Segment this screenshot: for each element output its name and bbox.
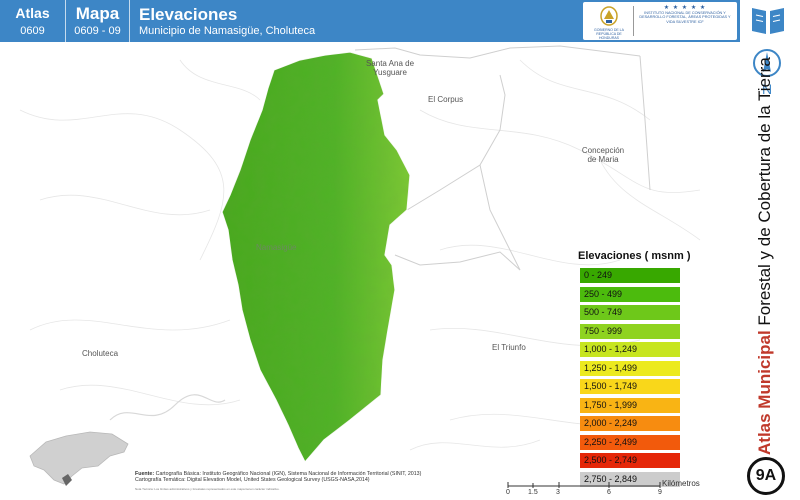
legend-item: 0 - 249 bbox=[578, 268, 738, 284]
elevation-legend: Elevaciones ( msnm ) 0 - 249 250 - 499 500… bbox=[578, 250, 738, 490]
legend-label: 1,500 - 1,749 bbox=[584, 381, 638, 391]
scale-tick: 6 bbox=[607, 489, 611, 496]
page-title: Elevaciones bbox=[139, 5, 238, 24]
stars-icon: ★ ★ ★ ★ ★ bbox=[663, 5, 707, 11]
municipio-polygon bbox=[221, 51, 411, 464]
honduras-inset-map bbox=[29, 431, 129, 486]
legend-swatch bbox=[580, 305, 680, 320]
logos-panel: GOBIERNO DE LA REPÚBLICA DE HONDURAS ★ ★… bbox=[583, 2, 737, 40]
legend-item: 1,750 - 1,999 bbox=[578, 397, 738, 414]
legend-item: 2,750 - 2,849 bbox=[578, 471, 738, 488]
legend-swatch bbox=[580, 471, 680, 487]
scale-tick: 0 bbox=[506, 489, 510, 496]
header-bar: Atlas 0609 Mapa 0609 - 09 Elevaciones Mu… bbox=[0, 0, 740, 42]
legend-item: 750 - 999 bbox=[578, 323, 738, 340]
river-line bbox=[109, 394, 226, 421]
legend-swatch bbox=[580, 416, 680, 431]
legend-swatch bbox=[580, 323, 680, 339]
legend-label: 2,000 - 2,249 bbox=[584, 418, 638, 428]
gobierno-logo-text: GOBIERNO DE LA REPÚBLICA DE HONDURAS bbox=[594, 28, 624, 40]
technical-note: Nota Técnica: Los límites administrativo… bbox=[135, 487, 280, 491]
municipal-boundaries bbox=[354, 45, 651, 271]
map-svg bbox=[19, 45, 701, 464]
north-arrow-icon: N bbox=[753, 49, 781, 97]
map-canvas[interactable]: Santa Ana de Yusguare El Corpus Concepci… bbox=[0, 42, 740, 500]
legend-item: 250 - 499 bbox=[578, 286, 738, 303]
source-label: Fuente: bbox=[135, 471, 155, 477]
legend-item: 2,250 - 2,499 bbox=[578, 434, 738, 451]
legend-label: 2,750 - 2,849 bbox=[584, 473, 638, 484]
atlas-label: Atlas bbox=[15, 5, 50, 21]
source-text: Fuente: Cartografía Básica: Instituto Ge… bbox=[135, 471, 465, 483]
open-book-icon bbox=[752, 8, 784, 34]
page-subtitle: Municipio de Namasigüe, Choluteca bbox=[139, 25, 316, 37]
legend-rows: 0 - 249 250 - 499 500 - 749 750 - 999 1,000 … bbox=[578, 268, 738, 488]
legend-swatch bbox=[580, 342, 680, 357]
logo-divider bbox=[633, 6, 634, 36]
place-namasigue: Namasigüe bbox=[256, 243, 297, 252]
atlas-code: 0609 bbox=[20, 25, 45, 37]
legend-label: 750 - 999 bbox=[584, 325, 623, 336]
legend-title: Elevaciones ( msnm ) bbox=[578, 250, 691, 262]
legend-label: 1,000 - 1,249 bbox=[584, 344, 638, 354]
place-el-corpus: El Corpus bbox=[428, 95, 464, 104]
legend-swatch bbox=[580, 286, 680, 302]
source-line-2: Cartografía Temática: Digital Elevation … bbox=[135, 477, 370, 483]
scale-unit: Kilómetros bbox=[662, 479, 700, 488]
scale-bar bbox=[507, 482, 661, 488]
icf-logo: ★ ★ ★ ★ ★ INSTITUTO NACIONAL DE CONSERVA… bbox=[637, 4, 733, 38]
mapa-code: 0609 - 09 bbox=[74, 25, 121, 37]
scale-tick: 3 bbox=[556, 489, 560, 496]
legend-swatch bbox=[580, 453, 680, 468]
place-concepcion: Concepción de Maria bbox=[581, 146, 625, 164]
legend-swatch bbox=[580, 397, 680, 413]
legend-item: 2,500 - 2,749 bbox=[578, 453, 738, 469]
north-label: N bbox=[762, 81, 772, 97]
legend-swatch bbox=[580, 434, 680, 450]
legend-swatch bbox=[580, 360, 680, 376]
legend-label: 1,750 - 1,999 bbox=[584, 399, 638, 410]
source-line-1: Cartografía Básica: Instituto Geográfico… bbox=[155, 471, 422, 477]
scale-tick: 1.5 bbox=[528, 489, 538, 496]
atlas-vertical-bold: Atlas Municipal bbox=[755, 330, 774, 455]
mapa-block: Mapa 0609 - 09 bbox=[66, 0, 130, 42]
place-choluteca: Choluteca bbox=[82, 349, 119, 358]
atlas-vertical-title: Atlas Municipal Forestal y de Cobertura … bbox=[755, 57, 781, 455]
legend-label: 2,500 - 2,749 bbox=[584, 455, 638, 465]
legend-swatch bbox=[580, 268, 680, 283]
place-santa-ana: Santa Ana de Yusguare bbox=[365, 59, 415, 77]
legend-item: 1,000 - 1,249 bbox=[578, 342, 738, 358]
legend-item: 1,500 - 1,749 bbox=[578, 379, 738, 395]
mapa-label: Mapa bbox=[75, 4, 120, 23]
legend-label: 0 - 249 bbox=[584, 270, 613, 280]
map-badge: 9A bbox=[747, 457, 785, 495]
icf-logo-text: INSTITUTO NACIONAL DE CONSERVACIÓN Y DES… bbox=[639, 11, 731, 24]
legend-label: 1,250 - 1,499 bbox=[584, 362, 638, 373]
gobierno-logo: GOBIERNO DE LA REPÚBLICA DE HONDURAS bbox=[589, 4, 629, 40]
legend-label: 2,250 - 2,499 bbox=[584, 436, 638, 447]
road-network bbox=[19, 59, 701, 451]
legend-label: 500 - 749 bbox=[584, 307, 623, 317]
legend-swatch bbox=[580, 379, 680, 394]
legend-item: 1,250 - 1,499 bbox=[578, 360, 738, 377]
coat-of-arms-icon bbox=[600, 6, 618, 26]
legend-item: 500 - 749 bbox=[578, 305, 738, 321]
scale-tick: 9 bbox=[658, 489, 662, 496]
atlas-block: Atlas 0609 bbox=[0, 0, 66, 42]
legend-item: 2,000 - 2,249 bbox=[578, 416, 738, 432]
atlas-vertical-rest: Forestal y de Cobertura de la Tierra bbox=[755, 57, 774, 326]
legend-label: 250 - 499 bbox=[584, 288, 623, 299]
place-el-triunfo: El Triunfo bbox=[492, 343, 526, 352]
